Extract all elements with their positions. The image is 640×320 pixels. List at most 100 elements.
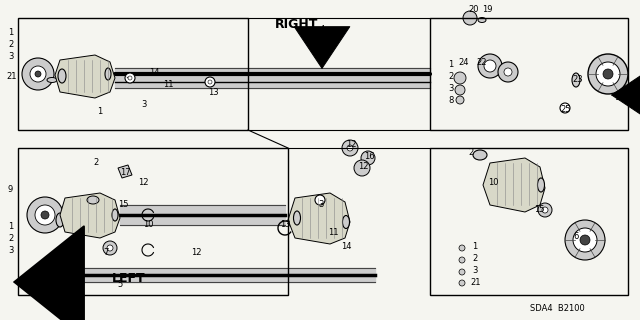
Text: 2: 2 <box>468 148 473 157</box>
Text: 12: 12 <box>358 162 369 171</box>
Circle shape <box>478 54 502 78</box>
Text: 2: 2 <box>93 158 99 167</box>
Text: 22: 22 <box>476 58 486 67</box>
Text: 5: 5 <box>117 280 122 289</box>
Circle shape <box>347 145 353 151</box>
Text: 1: 1 <box>448 60 453 69</box>
Text: 3: 3 <box>472 266 477 275</box>
Ellipse shape <box>105 68 111 80</box>
Text: 3: 3 <box>448 84 453 93</box>
Circle shape <box>454 72 466 84</box>
Ellipse shape <box>56 213 64 227</box>
Circle shape <box>342 140 358 156</box>
Text: 7: 7 <box>103 248 108 257</box>
Circle shape <box>30 66 46 82</box>
Circle shape <box>484 60 496 72</box>
Ellipse shape <box>572 73 580 87</box>
Circle shape <box>455 85 465 95</box>
Text: 3: 3 <box>8 52 13 61</box>
Circle shape <box>27 197 63 233</box>
Text: 10: 10 <box>143 220 154 229</box>
Text: 13: 13 <box>280 220 291 229</box>
Polygon shape <box>60 193 120 238</box>
Text: 3: 3 <box>318 200 323 209</box>
Text: 16: 16 <box>364 152 374 161</box>
Circle shape <box>565 220 605 260</box>
Text: 12: 12 <box>346 140 356 149</box>
Polygon shape <box>118 165 132 178</box>
Text: 11: 11 <box>328 228 339 237</box>
Circle shape <box>35 71 41 77</box>
Text: 19: 19 <box>482 5 493 14</box>
Text: 21: 21 <box>6 72 17 81</box>
Circle shape <box>107 245 113 251</box>
Circle shape <box>22 58 54 90</box>
Text: 12: 12 <box>138 178 148 187</box>
Circle shape <box>41 211 49 219</box>
Text: LEFT: LEFT <box>112 272 146 285</box>
Text: 21: 21 <box>470 278 481 287</box>
Text: 15: 15 <box>118 200 129 209</box>
Circle shape <box>459 269 465 275</box>
Circle shape <box>580 235 590 245</box>
Text: 2: 2 <box>472 254 477 263</box>
Circle shape <box>456 96 464 104</box>
Circle shape <box>596 62 620 86</box>
Ellipse shape <box>47 77 57 83</box>
Text: 20: 20 <box>468 5 479 14</box>
Text: 14: 14 <box>341 242 351 251</box>
Polygon shape <box>288 193 350 244</box>
Text: 10: 10 <box>488 178 499 187</box>
Text: 6: 6 <box>573 232 579 241</box>
Text: 18: 18 <box>614 93 625 102</box>
Text: 2: 2 <box>8 234 13 243</box>
Polygon shape <box>483 158 545 212</box>
Circle shape <box>542 207 548 213</box>
Bar <box>430 18 628 130</box>
Text: 15: 15 <box>534 205 545 214</box>
Circle shape <box>125 73 135 83</box>
Ellipse shape <box>473 150 487 160</box>
Text: 8: 8 <box>448 96 453 105</box>
Circle shape <box>459 245 465 251</box>
Circle shape <box>463 11 477 25</box>
Text: 14: 14 <box>149 68 159 77</box>
Text: 12: 12 <box>191 248 202 257</box>
Ellipse shape <box>58 69 66 83</box>
Circle shape <box>504 68 512 76</box>
Text: 13: 13 <box>208 88 219 97</box>
Circle shape <box>361 151 375 165</box>
Bar <box>18 148 288 295</box>
Ellipse shape <box>294 211 301 225</box>
Text: 25: 25 <box>560 105 570 114</box>
Circle shape <box>205 77 215 87</box>
Ellipse shape <box>538 178 545 192</box>
Circle shape <box>538 203 552 217</box>
Circle shape <box>498 62 518 82</box>
Polygon shape <box>55 55 115 98</box>
Ellipse shape <box>87 196 99 204</box>
Circle shape <box>315 195 325 205</box>
Text: 2: 2 <box>448 72 453 81</box>
Circle shape <box>35 205 55 225</box>
Text: 1: 1 <box>472 242 477 251</box>
Text: RIGHT: RIGHT <box>275 18 318 31</box>
Text: 1: 1 <box>97 107 102 116</box>
Text: 1: 1 <box>8 28 13 37</box>
Text: 1: 1 <box>8 222 13 231</box>
Text: 17: 17 <box>120 168 131 177</box>
Text: 4: 4 <box>320 25 325 34</box>
Circle shape <box>459 257 465 263</box>
Text: 2: 2 <box>8 40 13 49</box>
Text: 3: 3 <box>141 100 147 109</box>
Circle shape <box>354 160 370 176</box>
Text: 24: 24 <box>458 58 468 67</box>
Circle shape <box>208 80 212 84</box>
Circle shape <box>603 69 613 79</box>
Circle shape <box>128 76 132 80</box>
Ellipse shape <box>112 209 118 221</box>
Circle shape <box>560 103 570 113</box>
Bar <box>18 18 248 130</box>
Circle shape <box>103 241 117 255</box>
Text: 9: 9 <box>8 185 13 194</box>
